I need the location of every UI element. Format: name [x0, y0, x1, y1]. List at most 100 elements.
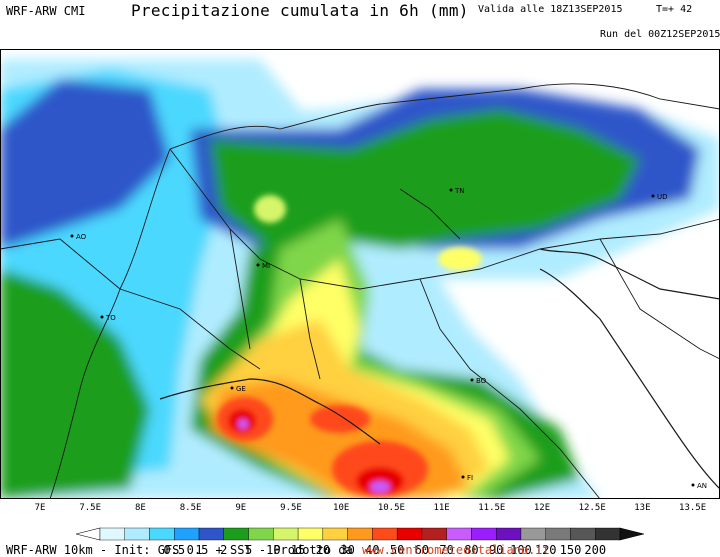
city-bologna: BO: [470, 377, 487, 385]
colorbar: [75, 527, 645, 541]
colorbar-tick-label: 200: [584, 543, 607, 557]
precip-yellow-mi: [254, 195, 286, 223]
x-tick-label: 13E: [634, 503, 651, 513]
colorbar-tick-label: 2: [220, 543, 228, 557]
colorbar-cell: [396, 527, 423, 541]
x-tick-label: 11.5E: [478, 503, 506, 513]
region-line-1: [119, 288, 261, 370]
city-label-ancona: AN: [697, 482, 707, 490]
city-torino: TO: [100, 314, 116, 322]
colorbar-cell: [198, 527, 225, 541]
region-line-4: [229, 228, 251, 350]
boundaries: [0, 83, 720, 499]
city-label-trento: TN: [454, 187, 465, 195]
x-tick-label: 10E: [333, 503, 350, 513]
x-tick-label: 8E: [134, 503, 146, 513]
colorbar-tick-label: 20: [315, 543, 331, 557]
colorbar-cell: [471, 527, 497, 541]
colorbar-cell: [595, 527, 621, 541]
city-trento: TN: [449, 187, 465, 195]
colorbar-cell: [372, 527, 398, 541]
colorbar-cell: [273, 527, 299, 541]
colorbar-tick-label: 120: [534, 543, 557, 557]
precip-violet-genova: [238, 419, 248, 429]
colorbar-left-arrow: [75, 527, 101, 541]
colorbar-tick-label: 70: [439, 543, 454, 557]
coast-adriatic: [539, 268, 720, 490]
lead-time: T=+ 42: [656, 4, 693, 15]
city-milano: MI: [256, 262, 270, 270]
precipitation-map: AO MI TO TN UD BO GE FI AN: [0, 49, 720, 499]
precip-peaks: [217, 195, 482, 497]
city-label-milano: MI: [262, 262, 270, 270]
region-line-2: [299, 278, 321, 380]
x-tick-label: 9E: [235, 503, 247, 513]
colorbar-cell: [495, 527, 522, 541]
colorbar-tick-label: 50: [389, 543, 405, 557]
border-west: [49, 148, 171, 499]
footer-watermark: www.centrometeoitaliano.it: [362, 543, 550, 557]
page-title: Precipitazione cumulata in 6h (mm): [131, 1, 469, 20]
colorbar-tick-label: 60: [414, 543, 430, 557]
colorbar-tick-label: 5: [244, 543, 253, 557]
colorbar-cell: [421, 527, 447, 541]
region-line-7: [599, 238, 720, 360]
x-tick-label: 10.5E: [377, 503, 405, 513]
x-tick-label: 7.5E: [79, 503, 102, 513]
colorbar-cell: [124, 527, 150, 541]
colorbar-tick-label: 100: [510, 543, 532, 557]
colorbar-cell: [446, 527, 472, 541]
x-tick-label: 9.5E: [280, 503, 302, 513]
city-markers: AO MI TO TN UD BO GE FI AN: [70, 187, 707, 490]
run-time: Run del 00Z12SEP2015: [600, 29, 720, 40]
x-tick-label: 12E: [533, 503, 551, 513]
colorbar-cell: [149, 527, 175, 541]
precip-red-east: [310, 405, 370, 433]
coastline: [159, 248, 720, 490]
city-label-aosta: AO: [76, 233, 87, 241]
city-label-udine: UD: [657, 193, 668, 201]
coast-venice: [539, 248, 720, 300]
colorbar-cell: [520, 527, 546, 541]
model-name: WRF-ARW CMI: [6, 4, 86, 18]
colorbar-cell: [347, 527, 373, 541]
valid-time: Valida alle 18Z13SEP2015: [478, 4, 623, 15]
x-tick-label: 11E: [433, 503, 450, 513]
colorbar-cell: [99, 527, 125, 541]
colorbar-cell: [322, 527, 348, 541]
colorbar-cell: [174, 527, 200, 541]
city-label-bologna: BO: [476, 377, 487, 385]
region-line-6: [0, 238, 121, 290]
colorbar-right-arrow: [619, 527, 645, 541]
precip-yellow-bo: [438, 247, 482, 271]
x-tick-label: 8.5E: [179, 503, 202, 513]
border-north: [169, 83, 720, 150]
colorbar-tick-label: 15: [290, 543, 306, 557]
border-inner: [169, 148, 720, 290]
colorbar-tick-label: 30: [340, 543, 355, 557]
colorbar-cell: [248, 527, 274, 541]
colorbar-cell: [570, 527, 596, 541]
x-tick-label: 7E: [34, 503, 46, 513]
city-aosta: AO: [70, 233, 87, 241]
city-udine: UD: [651, 193, 668, 201]
colorbar-tick-label: 10: [266, 543, 281, 557]
x-tick-label: 13.5E: [679, 503, 707, 513]
colorbar-cell: [545, 527, 571, 541]
colorbar-cell: [297, 527, 324, 541]
city-label-genova: GE: [236, 385, 246, 393]
colorbar-tick-label: 90: [488, 543, 504, 557]
x-tick-label: 12.5E: [578, 503, 606, 513]
colorbar-tick-label: 0.5: [163, 543, 186, 557]
city-firenze: FI: [461, 474, 473, 482]
colorbar-tick-label: 40: [365, 543, 380, 557]
footer-credit: WRF-ARW 10km - Init: GFS 0.5 + SST - Pro…: [6, 543, 353, 557]
precip-green-north: [210, 109, 640, 249]
precip-darkblue-left: [0, 79, 170, 249]
city-label-torino: TO: [105, 314, 116, 322]
colorbar-tick-label: 1: [195, 543, 203, 557]
city-label-firenze: FI: [467, 474, 473, 482]
colorbar-tick-label: 80: [464, 543, 479, 557]
precip-violet-south: [370, 481, 390, 493]
colorbar-tick-label: 150: [559, 543, 582, 557]
